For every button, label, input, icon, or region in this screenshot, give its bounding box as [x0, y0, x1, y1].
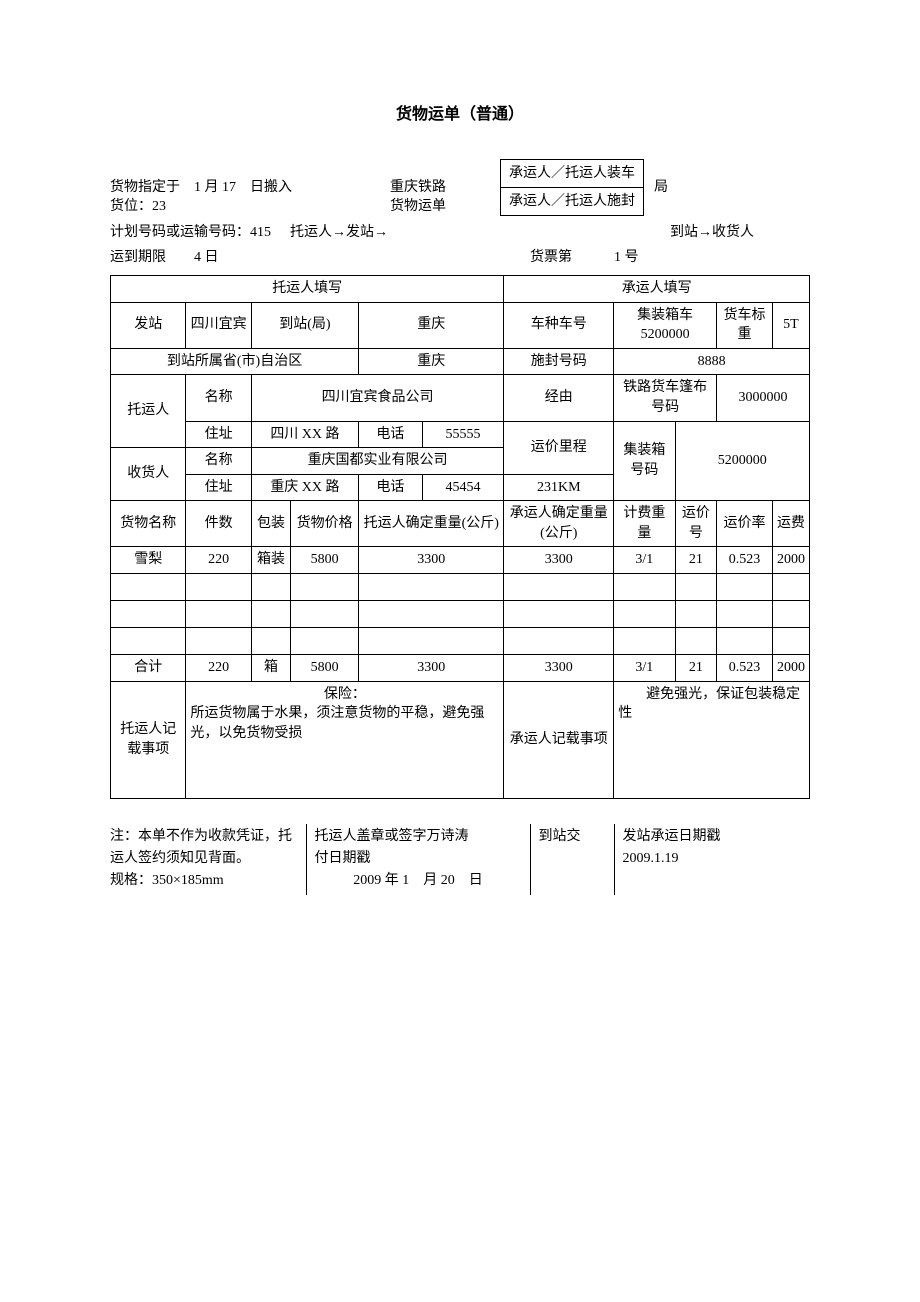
empty-row [111, 574, 810, 601]
empty-row [111, 628, 810, 655]
tarp-label: 铁路货车篷布号码 [614, 375, 717, 421]
plan-no: 计划号码或运输号码：415 [110, 220, 290, 245]
loading-box: 承运人／托运人装车 [500, 159, 644, 188]
arrive-label: 到站交 [539, 829, 581, 844]
slot-no: 货位：23 [110, 194, 390, 219]
to-station: 重庆 [359, 302, 504, 348]
carrier-notes: 避免强光，保证包装稳定性 [614, 681, 810, 798]
empty-row [111, 601, 810, 628]
shipper-name: 四川宜宾食品公司 [251, 375, 504, 421]
shipper-notes: 保险： 所运货物属于水果，须注意货物的平稳，避免强光，以免货物受损 [186, 681, 504, 798]
consignee-label: 收货人 [111, 448, 186, 501]
shipper-weight-header: 托运人确定重量(公斤) [359, 501, 504, 547]
container-label: 集装箱号码 [614, 421, 675, 501]
rate-header: 运价率 [717, 501, 773, 547]
consignee-addr: 重庆 XX 路 [251, 474, 358, 501]
flow-right: 到站→收货人 [670, 220, 754, 245]
carrier-notes-label: 承运人记载事项 [504, 681, 614, 798]
tarp-no: 3000000 [717, 375, 810, 421]
consignee-phone-label: 电话 [359, 474, 422, 501]
to-province: 重庆 [359, 348, 504, 375]
consignee-addr-label: 住址 [186, 474, 251, 501]
car-type: 集装箱车5200000 [614, 302, 717, 348]
shipper-sign: 托运人盖章或签字万诗涛 [315, 829, 469, 844]
rate-no-header: 运价号 [675, 501, 717, 547]
flow-left: 托运人→发站→ [290, 220, 500, 245]
depart-date-label: 发站承运日期戳 [623, 829, 721, 844]
loading-seal-boxes: 承运人／托运人装车 承运人／托运人施封 [500, 159, 644, 216]
shipper-phone-label: 电话 [359, 421, 422, 448]
consignee-name: 重庆国都实业有限公司 [251, 448, 504, 475]
pay-date: 2009 年 1 月 20 日 [315, 870, 522, 892]
seal-no: 8888 [614, 348, 810, 375]
pack-header: 包装 [251, 501, 290, 547]
shipper-fill-header: 托运人填写 [111, 275, 504, 302]
document-title: 货物运单（普通） [110, 100, 810, 124]
header-section: 货物指定于 1 月 17 日搬入 重庆铁路 承运人／托运人装车 承运人／托运人施… [110, 159, 810, 270]
rate-dist-label: 运价里程 [504, 421, 614, 474]
carrier-fill-header: 承运人填写 [504, 275, 810, 302]
consignee-name-label: 名称 [186, 448, 251, 475]
shipper-addr: 四川 XX 路 [251, 421, 358, 448]
footer-section: 注：本单不作为收款凭证，托运人签约须知见背面。 规格：350×185mm 托运人… [110, 824, 810, 895]
via-label: 经由 [504, 375, 614, 421]
shipper-name-label: 名称 [186, 375, 251, 421]
distance: 231KM [504, 474, 614, 501]
pay-date-label: 付日期戳 [315, 851, 371, 866]
shipper-addr-label: 住址 [186, 421, 251, 448]
price-header: 货物价格 [291, 501, 359, 547]
bill-weight-header: 计费重量 [614, 501, 675, 547]
from-station: 四川宜宾 [186, 302, 251, 348]
waybill-label: 货物运单 [390, 194, 500, 219]
delivery-deadline: 运到期限 4 日 [110, 245, 530, 270]
footer-note: 注：本单不作为收款凭证，托运人签约须知见背面。 [110, 829, 292, 866]
container-no: 5200000 [675, 421, 809, 501]
seal-box: 承运人／托运人施封 [500, 188, 644, 216]
car-load: 5T [772, 302, 809, 348]
seal-label: 施封号码 [504, 348, 614, 375]
car-load-label: 货车标重 [717, 302, 773, 348]
waybill-table: 托运人填写 承运人填写 发站 四川宜宾 到站(局) 重庆 车种车号 集装箱车52… [110, 275, 810, 799]
count-header: 件数 [186, 501, 251, 547]
ticket-no: 货票第 1 号 [530, 245, 639, 270]
consignee-phone: 45454 [422, 474, 504, 501]
goods-row: 雪梨 220 箱装 5800 3300 3300 3/1 21 0.523 20… [111, 547, 810, 574]
carrier-weight-header: 承运人确定重量(公斤) [504, 501, 614, 547]
to-station-label: 到站(局) [251, 302, 358, 348]
from-station-label: 发站 [111, 302, 186, 348]
shipper-phone: 55555 [422, 421, 504, 448]
car-type-label: 车种车号 [504, 302, 614, 348]
to-province-label: 到站所属省(市)自治区 [111, 348, 359, 375]
shipper-label: 托运人 [111, 375, 186, 448]
bureau-label: 局 [654, 175, 668, 200]
depart-date: 2009.1.19 [623, 851, 679, 866]
goods-name-header: 货物名称 [111, 501, 186, 547]
freight-header: 运费 [772, 501, 809, 547]
footer-spec: 规格：350×185mm [110, 873, 224, 888]
total-row: 合计 220 箱 5800 3300 3300 3/1 21 0.523 200… [111, 655, 810, 682]
shipper-notes-label: 托运人记载事项 [111, 681, 186, 798]
